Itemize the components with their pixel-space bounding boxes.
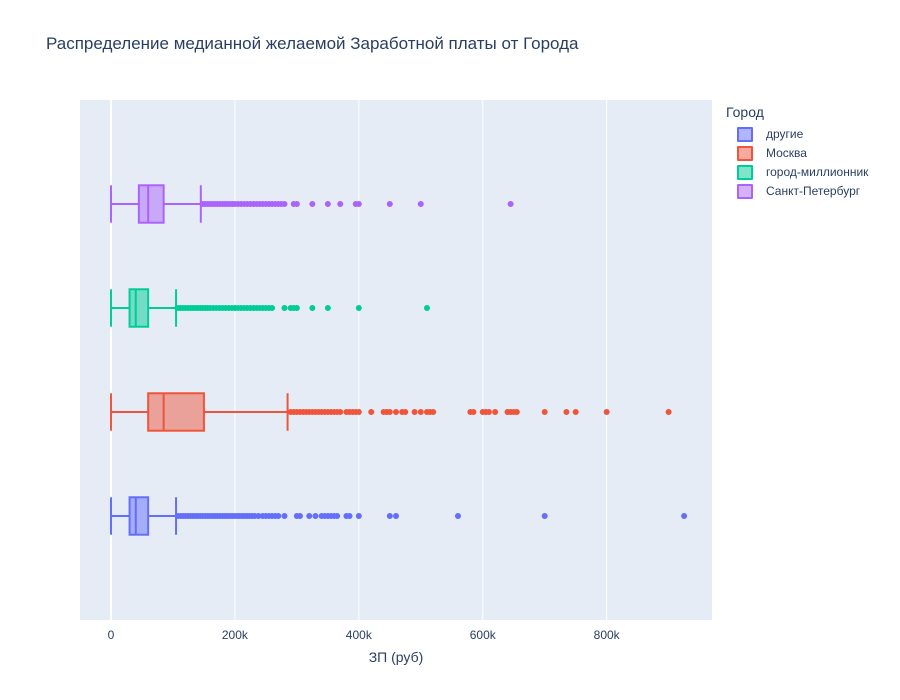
plot-area[interactable] — [80, 100, 712, 620]
outlier-point — [269, 305, 276, 311]
outlier-point — [386, 201, 393, 207]
legend-item-3[interactable]: город-миллионник — [726, 162, 868, 181]
legend-item-1[interactable]: другие — [726, 124, 868, 143]
chart-title: Распределение медианной желаемой Заработ… — [46, 34, 579, 53]
outlier-point — [255, 513, 262, 519]
outlier-point — [355, 409, 362, 415]
outlier-point — [355, 305, 362, 311]
outlier-point — [470, 409, 477, 415]
outlier-point — [393, 409, 399, 415]
outlier-point — [665, 409, 672, 415]
outlier-point — [507, 201, 514, 207]
outlier-point — [386, 513, 393, 519]
outlier-point — [355, 201, 362, 207]
outlier-point — [454, 513, 461, 519]
outlier-point — [402, 409, 409, 415]
outlier-point — [492, 409, 499, 415]
iqr-box — [128, 288, 150, 328]
legend-items: другие Москва город-миллионник Санкт-Петерб… — [726, 124, 868, 200]
legend-label: город-миллионник — [766, 164, 869, 179]
outlier-point — [324, 201, 331, 207]
outlier-point — [541, 513, 548, 519]
outlier-point — [337, 409, 344, 415]
x-axis-title: ЗП (руб) — [369, 649, 424, 665]
outlier-point — [411, 409, 418, 415]
outlier-point — [541, 409, 548, 415]
outlier-point — [334, 513, 341, 519]
outlier-point — [563, 409, 570, 415]
x-tick-label: 200k — [222, 628, 249, 642]
outlier-point — [513, 409, 520, 415]
legend-item-4[interactable]: Санкт-Петербург — [726, 181, 868, 200]
outlier-point — [312, 513, 319, 519]
outlier-point — [293, 201, 300, 207]
x-tick-label: 0 — [108, 628, 115, 642]
outlier-point — [281, 305, 288, 311]
outlier-point — [423, 305, 430, 311]
outlier-point — [309, 201, 316, 207]
outlier-point — [417, 201, 424, 207]
outlier-point — [324, 305, 331, 311]
x-tick-label: 400k — [346, 628, 373, 642]
outlier-point — [355, 513, 362, 519]
legend-label: Москва — [766, 145, 807, 160]
outlier-point — [275, 513, 282, 519]
outlier-point — [293, 305, 300, 311]
legend-title: Город — [726, 104, 764, 120]
outlier-point — [306, 513, 313, 519]
x-tick-label: 800k — [594, 628, 621, 642]
legend-label: Санкт-Петербург — [766, 183, 861, 198]
legend-swatch — [732, 146, 756, 161]
outlier-point — [430, 409, 437, 415]
legend-swatch — [732, 165, 756, 180]
outlier-point — [603, 409, 610, 415]
box-layer — [109, 184, 688, 536]
iqr-box — [128, 496, 150, 536]
legend-label: другие — [766, 126, 804, 141]
outlier-point — [681, 513, 688, 519]
outlier-point — [346, 513, 353, 519]
outlier-point — [417, 409, 424, 415]
iqr-box — [137, 184, 165, 224]
outlier-point — [485, 409, 492, 415]
box-4[interactable] — [109, 184, 514, 224]
x-tick-label: 600k — [470, 628, 497, 642]
box-3[interactable] — [109, 288, 430, 328]
legend-swatch — [732, 127, 756, 142]
outlier-point — [393, 513, 399, 519]
box-2[interactable] — [109, 392, 672, 432]
box-1[interactable] — [109, 496, 688, 536]
outlier-point — [281, 201, 288, 207]
outlier-point — [281, 513, 288, 519]
outlier-point — [368, 409, 375, 415]
outlier-point — [386, 409, 393, 415]
outlier-point — [296, 513, 303, 519]
outlier-point — [572, 409, 579, 415]
iqr-box — [147, 392, 205, 432]
outlier-point — [309, 305, 316, 311]
legend-item-2[interactable]: Москва — [726, 143, 868, 162]
legend-swatch — [732, 184, 756, 199]
x-tick-labels: 0 200k 400k 600k 800k — [108, 628, 621, 642]
outlier-point — [337, 201, 344, 207]
legend: Город другие Москва город-миллионник Санкт-… — [726, 104, 868, 200]
